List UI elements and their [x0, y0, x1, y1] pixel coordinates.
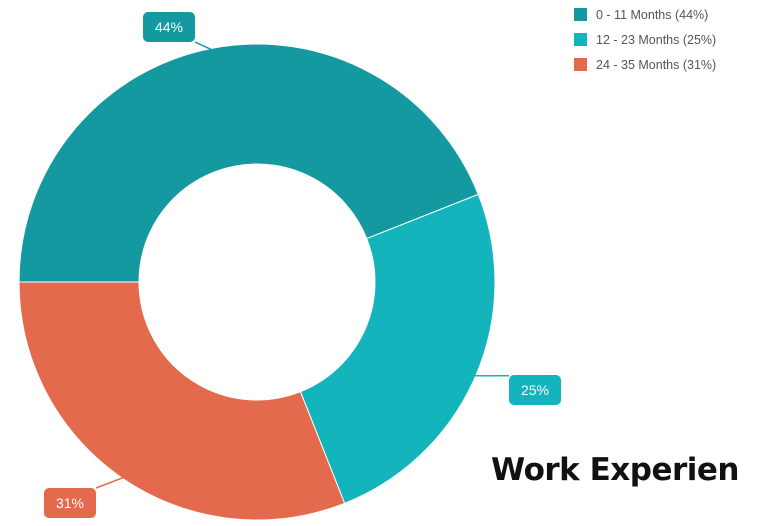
data-label-bubble [509, 375, 561, 405]
data-label-bubble [44, 488, 96, 518]
legend-item[interactable]: 12 - 23 Months (25%) [574, 27, 716, 52]
legend-swatch [574, 58, 587, 71]
donut-slice[interactable] [299, 193, 496, 504]
data-label: 25% [521, 382, 549, 398]
data-label-leader [194, 41, 214, 51]
chart-legend: 0 - 11 Months (44%) 12 - 23 Months (25%)… [574, 2, 716, 77]
legend-label: 24 - 35 Months (31%) [596, 57, 717, 72]
legend-item[interactable]: 24 - 35 Months (31%) [574, 52, 716, 77]
chart-title: Work Experien [491, 452, 739, 488]
data-label-leader [95, 476, 125, 489]
legend-label: 12 - 23 Months (25%) [596, 32, 717, 47]
data-label: 31% [56, 495, 84, 511]
legend-label: 0 - 11 Months (44%) [596, 7, 709, 22]
legend-item[interactable]: 0 - 11 Months (44%) [574, 2, 716, 27]
legend-swatch [574, 8, 587, 21]
donut-slice[interactable] [18, 43, 479, 283]
data-label: 44% [155, 19, 183, 35]
data-label-bubble [143, 12, 195, 42]
legend-swatch [574, 33, 587, 46]
donut-slice[interactable] [18, 281, 346, 521]
